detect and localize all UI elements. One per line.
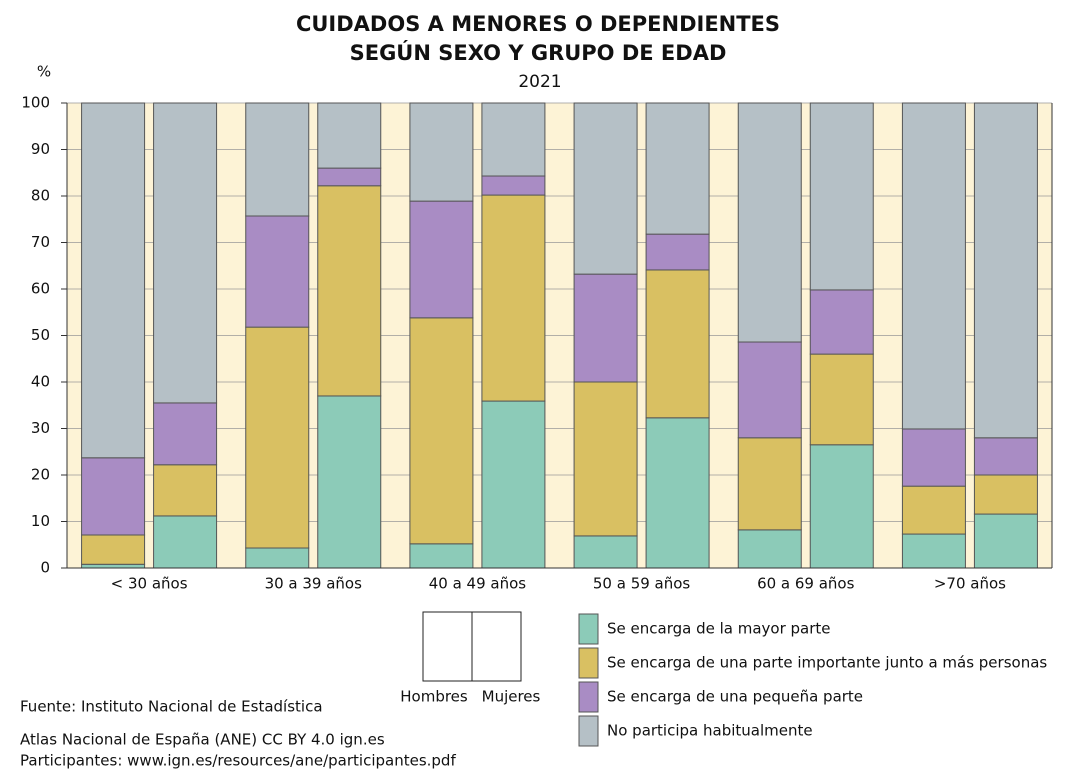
bar-segment: [645, 269, 710, 419]
bar-segment: [809, 353, 874, 446]
bar-segment: [901, 485, 966, 535]
x-tick-label: 30 a 39 años: [265, 575, 363, 593]
bar-segment: [573, 535, 638, 569]
legend-swatch: [578, 647, 599, 679]
x-tick-label: 60 a 69 años: [757, 575, 855, 593]
bar-segment: [573, 102, 638, 275]
legend-swatch: [578, 681, 599, 713]
y-tick-label: 0: [40, 559, 50, 577]
bar-segment: [153, 464, 218, 517]
bar-segment: [573, 381, 638, 537]
bar-segment: [81, 457, 146, 536]
legend-swatch: [578, 613, 599, 645]
bar-segment: [245, 102, 310, 217]
y-tick-label: 90: [31, 140, 50, 158]
bar-segment: [409, 543, 474, 569]
bar-segment: [737, 341, 802, 439]
x-tick-label: >70 años: [934, 575, 1006, 593]
bar-segment: [81, 534, 146, 565]
bar-segment: [901, 102, 966, 430]
x-tick-label: 50 a 59 años: [593, 575, 691, 593]
bar-segment: [409, 200, 474, 319]
bar-segment: [153, 515, 218, 569]
y-tick-label: 50: [31, 326, 50, 344]
y-tick-label: 40: [31, 373, 50, 391]
bar-segment: [901, 533, 966, 569]
bar-segment: [317, 102, 382, 169]
legend-swatch: [578, 715, 599, 747]
bar-segment: [409, 317, 474, 545]
bar-segment: [481, 175, 546, 196]
sex-legend-box: [422, 611, 473, 682]
bar-segment: [809, 102, 874, 291]
bar-segment: [809, 444, 874, 569]
bar-segment: [737, 529, 802, 569]
y-tick-label: 20: [31, 466, 50, 484]
bar-segment: [153, 402, 218, 466]
y-tick-label: 10: [31, 512, 50, 530]
bar-segment: [645, 102, 710, 235]
bar-segment: [973, 102, 1038, 439]
bar-segment: [973, 513, 1038, 569]
bar-segment: [245, 326, 310, 549]
bar-segment: [737, 102, 802, 343]
sex-legend-label: Mujeres: [482, 688, 541, 706]
bar-segment: [901, 428, 966, 487]
source: Atlas Nacional de España (ANE) CC BY 4.0…: [20, 731, 385, 749]
chart-title: CUIDADOS A MENORES O DEPENDIENTES: [296, 12, 780, 36]
y-tick-label: 100: [21, 94, 50, 112]
legend-label: Se encarga de una pequeña parte: [607, 688, 863, 706]
y-axis-label: %: [37, 63, 51, 81]
bar-segment: [245, 215, 310, 328]
bar-segment: [409, 102, 474, 202]
bar-segment: [973, 437, 1038, 476]
chart-title: SEGÚN SEXO Y GRUPO DE EDAD: [350, 40, 727, 65]
bar-segment: [481, 400, 546, 569]
legend-label: No participa habitualmente: [607, 722, 813, 740]
source: Participantes: www.ign.es/resources/ane/…: [20, 752, 456, 770]
bar-segment: [481, 194, 546, 402]
legend-label: Se encarga de la mayor parte: [607, 620, 831, 638]
bar-segment: [737, 437, 802, 531]
bar-segment: [153, 102, 218, 404]
x-tick-label: < 30 años: [111, 575, 188, 593]
y-tick-label: 30: [31, 419, 50, 437]
legend-label: Se encarga de una parte importante junto…: [607, 654, 1047, 672]
bar-segment: [317, 167, 382, 187]
bar-segment: [645, 233, 710, 271]
y-tick-label: 80: [31, 187, 50, 205]
bar-segment: [809, 289, 874, 355]
bar-segment: [481, 102, 546, 177]
source: Fuente: Instituto Nacional de Estadístic…: [20, 698, 323, 716]
y-tick-label: 70: [31, 233, 50, 251]
x-tick-label: 40 a 49 años: [429, 575, 527, 593]
bar-segment: [81, 563, 146, 569]
bar-segment: [81, 102, 146, 459]
bar-segment: [317, 185, 382, 397]
bar-segment: [317, 395, 382, 569]
y-tick-label: 60: [31, 280, 50, 298]
bar-segment: [573, 273, 638, 383]
bar-segment: [645, 417, 710, 569]
sex-legend-label: Hombres: [400, 688, 468, 706]
bar-segment: [245, 547, 310, 569]
chart-subtitle: 2021: [518, 72, 561, 92]
bar-segment: [973, 474, 1038, 515]
sex-legend-box: [471, 611, 522, 682]
